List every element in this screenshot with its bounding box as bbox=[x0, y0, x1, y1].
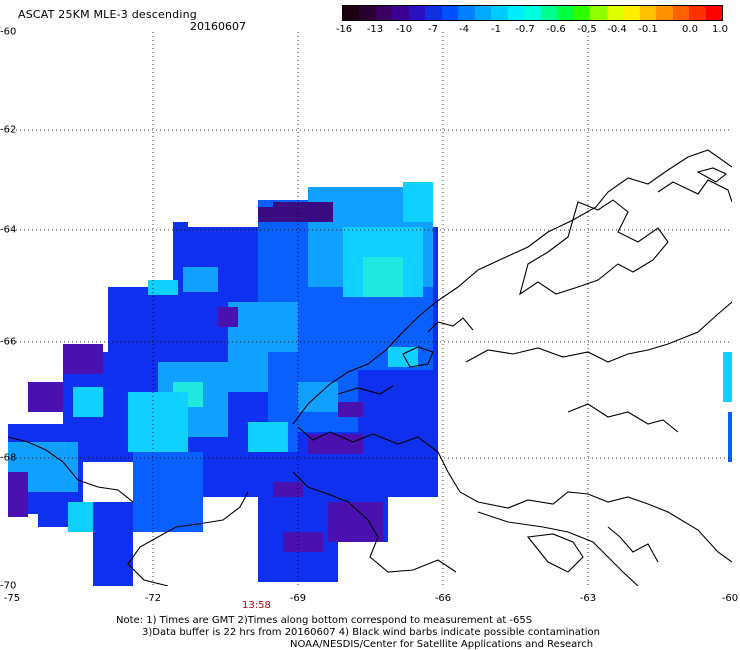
longitude-label: -69 bbox=[289, 593, 307, 604]
colorbar-tick-label: -10 bbox=[395, 24, 413, 35]
colorbar-tick-label: -0.4 bbox=[607, 24, 627, 35]
colorbar-swatch bbox=[392, 6, 409, 20]
colorbar-swatch bbox=[474, 6, 492, 20]
colorbar-swatch bbox=[375, 6, 393, 20]
swath-time-label: 13:58 bbox=[242, 600, 271, 611]
colorbar-swatch bbox=[705, 6, 723, 20]
colorbar-swatch bbox=[639, 6, 657, 20]
colorbar-swatch bbox=[606, 6, 624, 20]
swath-cell bbox=[38, 497, 68, 527]
longitude-label: -66 bbox=[434, 593, 452, 604]
latitude-label: -60 bbox=[0, 26, 17, 38]
swath-cell bbox=[73, 387, 103, 417]
colorbar-swatch bbox=[573, 6, 591, 20]
map-date: 20160607 bbox=[190, 20, 246, 33]
swath-cell bbox=[68, 502, 93, 532]
colorbar-swatch bbox=[689, 6, 706, 20]
swath-cell bbox=[723, 352, 732, 402]
colorbar-tick-label: -13 bbox=[366, 24, 384, 35]
colorbar-swatch bbox=[425, 6, 442, 20]
colorbar-swatch bbox=[656, 6, 673, 20]
note-line-3: NOAA/NESDIS/Center for Satellite Applica… bbox=[290, 639, 594, 650]
swath-cell bbox=[298, 382, 338, 412]
colorbar-swatch bbox=[458, 6, 475, 20]
swath-cell bbox=[248, 422, 288, 452]
swath-cell bbox=[273, 482, 303, 497]
colorbar-swatch bbox=[491, 6, 508, 20]
swath-cell bbox=[388, 347, 418, 367]
colorbar-swatch bbox=[524, 6, 541, 20]
longitude-label: -63 bbox=[579, 593, 597, 604]
colorbar-tick-label: -7 bbox=[428, 24, 438, 35]
graticule bbox=[8, 32, 732, 586]
swath-cell bbox=[363, 257, 403, 297]
swath-cell bbox=[63, 344, 103, 374]
latitude-label: -70 bbox=[0, 580, 17, 592]
colorbar-tick-label: 0.0 bbox=[682, 24, 698, 35]
colorbar-swatch bbox=[408, 6, 426, 20]
swath-cell bbox=[403, 182, 433, 222]
colorbar-swatch bbox=[507, 6, 525, 20]
swath-cell bbox=[8, 472, 28, 517]
colorbar-tick-label: 1.0 bbox=[712, 24, 728, 35]
swath-cell bbox=[258, 207, 273, 222]
longitude-label: -75 bbox=[3, 593, 21, 604]
colorbar-swatch bbox=[343, 6, 360, 20]
colorbar-swatch bbox=[590, 6, 607, 20]
longitude-label: -60 bbox=[721, 593, 739, 604]
swath-cell bbox=[148, 280, 178, 295]
map-title: ASCAT 25KM MLE-3 descending bbox=[18, 8, 197, 21]
colorbar-tick-label: -0.7 bbox=[515, 24, 535, 35]
colorbar-tick-label: -0.1 bbox=[638, 24, 658, 35]
latitude-label: -64 bbox=[0, 224, 17, 236]
swath-cell bbox=[93, 507, 133, 586]
swath-cell bbox=[128, 392, 188, 452]
colorbar-swatch bbox=[623, 6, 640, 20]
colorbar-tick-label: -0.5 bbox=[577, 24, 597, 35]
colorbar-swatch bbox=[540, 6, 558, 20]
colorbar-tick-label: -16 bbox=[335, 24, 353, 35]
colorbar-swatch bbox=[441, 6, 459, 20]
swath-cell bbox=[728, 412, 732, 462]
colorbar-swatch bbox=[672, 6, 690, 20]
swath-cell bbox=[133, 452, 203, 532]
scatterometer-swath bbox=[8, 182, 732, 586]
swath-cell bbox=[328, 502, 383, 542]
swath-cell bbox=[273, 202, 333, 222]
swath-cell bbox=[308, 434, 363, 454]
swath-cell bbox=[218, 307, 238, 327]
swath-cell bbox=[183, 267, 218, 292]
coastline bbox=[8, 149, 732, 586]
note-line-2: 3)Data buffer is 22 hrs from 20160607 4)… bbox=[142, 627, 600, 638]
swath-cell bbox=[28, 382, 63, 412]
note-line-1: Note: 1) Times are GMT 2)Times along bot… bbox=[116, 615, 533, 626]
colorbar bbox=[342, 5, 723, 21]
colorbar-tick-labels: -16 -13 -10 -7 -4 -1 -0.7 -0.6 -0.5 -0.4 -0.1 0.0 1.… bbox=[326, 24, 739, 36]
latitude-label: -62 bbox=[0, 124, 17, 136]
swath-cell bbox=[338, 402, 363, 417]
colorbar-tick-label: -4 bbox=[459, 24, 469, 35]
longitude-label: -72 bbox=[144, 593, 162, 604]
swath-cell bbox=[283, 532, 323, 552]
colorbar-swatch bbox=[557, 6, 574, 20]
latitude-label: -66 bbox=[0, 336, 17, 348]
latitude-label: -68 bbox=[0, 452, 17, 464]
colorbar-tick-label: -1 bbox=[491, 24, 501, 35]
map-plot-area bbox=[8, 32, 732, 586]
colorbar-swatch bbox=[359, 6, 376, 20]
colorbar-tick-label: -0.6 bbox=[546, 24, 566, 35]
